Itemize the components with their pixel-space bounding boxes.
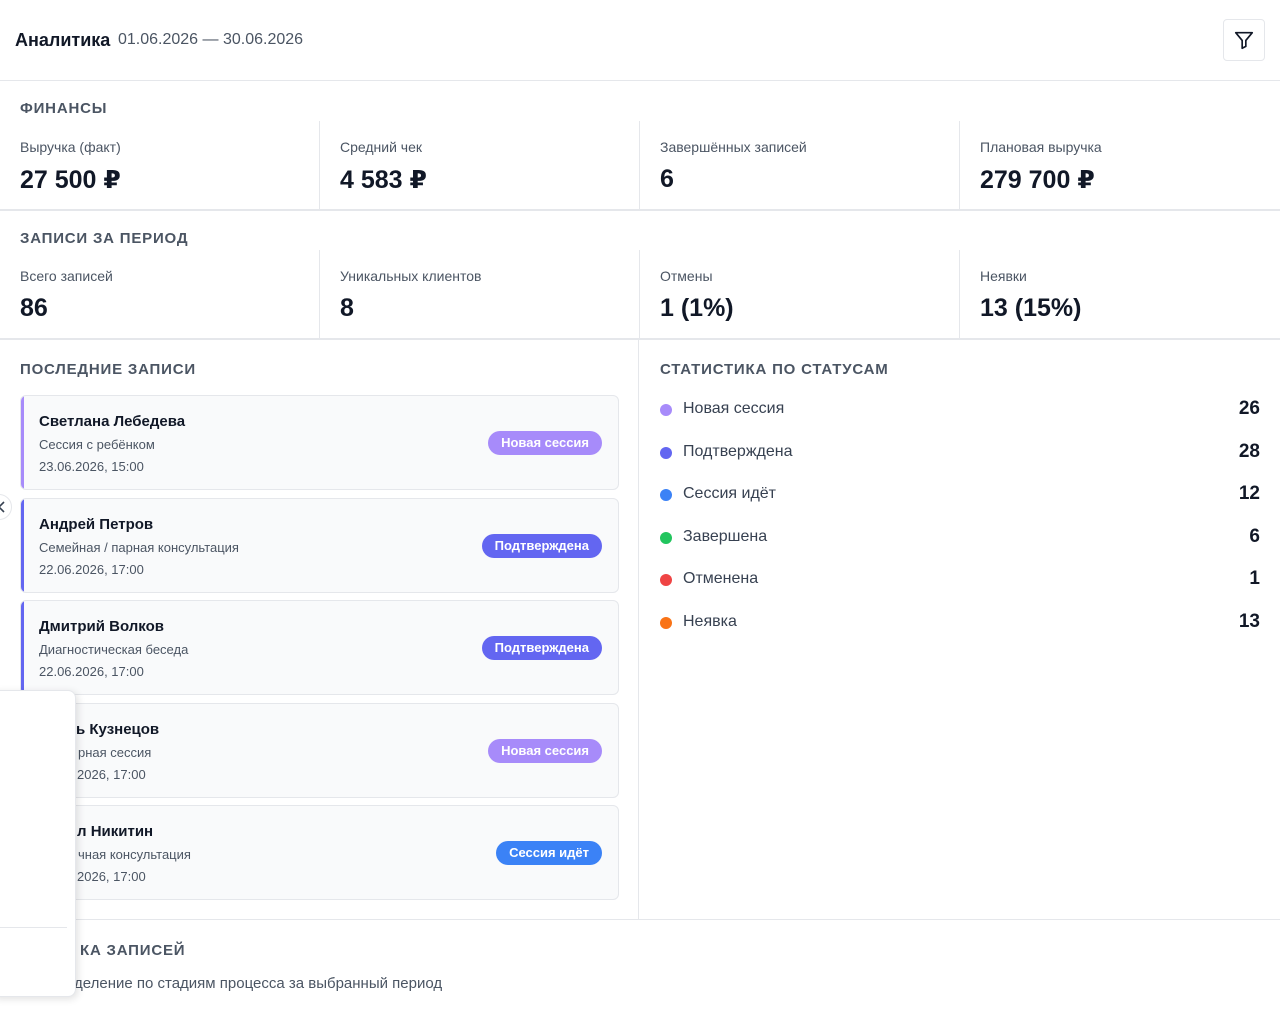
status-count: 1 <box>1249 568 1260 589</box>
kpi-label: Уникальных клиентов <box>340 268 482 284</box>
status-accent <box>21 499 24 592</box>
service-name: чная консультация <box>78 847 191 862</box>
funnel-section-title: КА ЗАПИСЕЙ <box>80 942 186 959</box>
status-dot <box>660 447 672 459</box>
status-label: Завершена <box>683 528 768 545</box>
client-name: ь Кузнецов <box>76 721 160 738</box>
kpi-cancellations: Отмены 1 (1%) <box>639 250 959 338</box>
kpi-value: 4 583 ₽ <box>340 166 427 194</box>
status-dot <box>660 404 672 416</box>
recent-section-title: ПОСЛЕДНИЕ ЗАПИСИ <box>20 361 196 378</box>
kpi-total-records: Всего записей 86 <box>0 250 320 338</box>
finance-kpi-row: Выручка (факт) 27 500 ₽ Средний чек 4 58… <box>0 121 1280 209</box>
kpi-value: 6 <box>660 165 674 193</box>
chevron-left-icon <box>0 501 5 513</box>
records-kpi-row: Всего записей 86 Уникальных клиентов 8 О… <box>0 250 1280 338</box>
divider <box>0 927 67 928</box>
client-name: л Никитин <box>77 823 154 840</box>
divider <box>0 919 1280 920</box>
record-datetime: 22.06.2026, 17:00 <box>39 562 144 577</box>
status-stat-row: Завершена 6 <box>660 526 1260 550</box>
status-count: 13 <box>1238 611 1260 632</box>
status-badge: Новая сессия <box>488 739 602 763</box>
side-popup-panel[interactable] <box>0 690 76 997</box>
status-stats-title: СТАТИСТИКА ПО СТАТУСАМ <box>660 361 889 378</box>
status-label: Сессия идёт <box>683 485 776 502</box>
status-badge: Новая сессия <box>488 431 602 455</box>
client-name: Дмитрий Волков <box>39 618 164 635</box>
divider <box>0 209 1280 211</box>
status-count: 12 <box>1238 483 1260 504</box>
service-name: Сессия с ребёнком <box>39 437 155 452</box>
kpi-label: Средний чек <box>340 139 423 155</box>
status-stat-row: Новая сессия 26 <box>660 398 1260 422</box>
status-count: 26 <box>1238 398 1260 419</box>
service-name: рная сессия <box>78 745 152 760</box>
top-bar: Аналитика 01.06.2026 — 30.06.2026 <box>0 0 1280 81</box>
kpi-value: 279 700 ₽ <box>980 166 1095 194</box>
kpi-label: Отмены <box>660 268 713 284</box>
kpi-label: Завершённых записей <box>660 139 807 155</box>
funnel-subtitle: деление по стадиям процесса за выбранный… <box>74 975 443 992</box>
kpi-average-check: Средний чек 4 583 ₽ <box>319 121 639 209</box>
kpi-planned-revenue: Плановая выручка 279 700 ₽ <box>959 121 1279 209</box>
status-stat-row: Подтверждена 28 <box>660 441 1260 465</box>
recent-record-card[interactable]: Дмитрий Волков Диагностическая беседа 22… <box>20 600 619 695</box>
kpi-label: Неявки <box>980 268 1027 284</box>
period-range: 01.06.2026 — 30.06.2026 <box>118 31 304 48</box>
status-badge: Подтверждена <box>481 636 602 660</box>
status-label: Новая сессия <box>683 400 785 417</box>
kpi-completed-records: Завершённых записей 6 <box>639 121 959 209</box>
kpi-value: 8 <box>340 294 354 322</box>
filter-button[interactable] <box>1223 19 1265 61</box>
page-title: Аналитика <box>15 30 111 50</box>
kpi-value: 13 (15%) <box>980 294 1082 322</box>
status-badge: Подтверждена <box>481 534 602 558</box>
kpi-no-shows: Неявки 13 (15%) <box>959 250 1279 338</box>
client-name: Андрей Петров <box>39 516 154 533</box>
divider <box>0 338 1280 340</box>
client-name: Светлана Лебедева <box>39 413 186 430</box>
record-datetime: 23.06.2026, 15:00 <box>39 459 144 474</box>
status-dot <box>660 489 672 501</box>
record-datetime: 2026, 17:00 <box>77 767 146 782</box>
status-count: 28 <box>1238 441 1260 462</box>
status-label: Отменена <box>683 570 759 587</box>
record-datetime: 22.06.2026, 17:00 <box>39 664 144 679</box>
status-dot <box>660 617 672 629</box>
records-section-title: ЗАПИСИ ЗА ПЕРИОД <box>20 230 189 247</box>
status-badge: Сессия идёт <box>496 841 602 865</box>
kpi-label: Всего записей <box>20 268 113 284</box>
status-dot <box>660 532 672 544</box>
finance-section-title: ФИНАНСЫ <box>20 100 108 117</box>
kpi-label: Выручка (факт) <box>20 139 121 155</box>
status-stat-row: Неявка 13 <box>660 611 1260 635</box>
kpi-label: Плановая выручка <box>980 139 1102 155</box>
kpi-revenue-fact: Выручка (факт) 27 500 ₽ <box>0 121 320 209</box>
sidebar-toggle-button[interactable] <box>0 494 12 520</box>
recent-record-card[interactable]: Светлана Лебедева Сессия с ребёнком 23.0… <box>20 395 619 490</box>
service-name: Диагностическая беседа <box>39 642 189 657</box>
status-label: Подтверждена <box>683 443 793 460</box>
service-name: Семейная / парная консультация <box>39 540 239 555</box>
recent-record-card[interactable]: ь Кузнецов рная сессия 2026, 17:00 Новая… <box>20 703 619 798</box>
status-accent <box>21 396 24 489</box>
status-dot <box>660 574 672 586</box>
status-count: 6 <box>1249 526 1260 547</box>
column-divider <box>638 340 639 920</box>
kpi-value: 1 (1%) <box>660 294 734 322</box>
status-accent <box>21 601 24 694</box>
recent-record-card[interactable]: л Никитин чная консультация 2026, 17:00 … <box>20 805 619 900</box>
kpi-unique-clients: Уникальных клиентов 8 <box>319 250 639 338</box>
status-stat-row: Сессия идёт 12 <box>660 483 1260 507</box>
status-label: Неявка <box>683 613 737 630</box>
kpi-value: 86 <box>20 294 48 322</box>
record-datetime: 2026, 17:00 <box>77 869 146 884</box>
recent-record-card[interactable]: Андрей Петров Семейная / парная консульт… <box>20 498 619 593</box>
status-stat-row: Отменена 1 <box>660 568 1260 592</box>
filter-icon <box>1234 31 1254 50</box>
kpi-value: 27 500 ₽ <box>20 166 121 194</box>
